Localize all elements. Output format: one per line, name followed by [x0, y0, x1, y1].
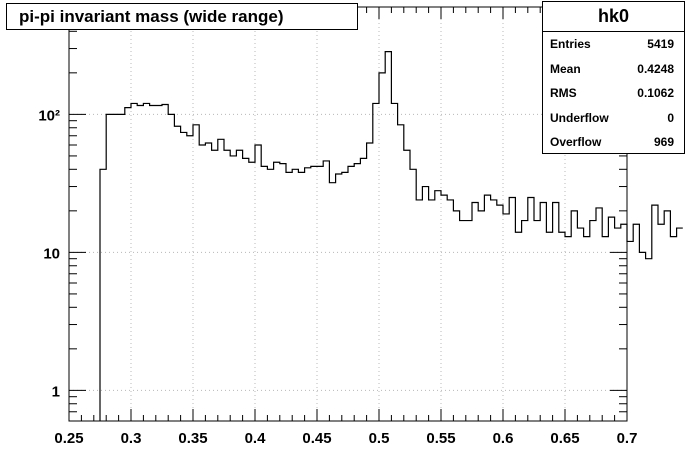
stats-value: 0 — [667, 110, 674, 125]
stats-row-rms: RMS 0.1062 — [543, 81, 684, 106]
stats-row-entries: Entries 5419 — [543, 32, 684, 57]
stats-box: hk0 Entries 5419 Mean 0.4248 RMS 0.1062 … — [542, 1, 685, 154]
stats-row-overflow: Overflow 969 — [543, 130, 684, 155]
stats-label: Underflow — [550, 110, 609, 125]
histogram-line — [99, 51, 683, 421]
stats-label: Mean — [550, 61, 581, 76]
stats-label: RMS — [550, 86, 577, 101]
x-tick-label: 0.25 — [54, 430, 83, 447]
y-tick-label: 10² — [38, 107, 60, 124]
stats-label: Overflow — [550, 135, 602, 150]
x-tick-label: 0.45 — [302, 430, 331, 447]
stats-row-underflow: Underflow 0 — [543, 106, 684, 131]
x-tick-label: 0.6 — [493, 430, 514, 447]
y-tick-label: 1 — [52, 383, 60, 400]
stats-value: 0.1062 — [637, 86, 674, 101]
stats-value: 969 — [653, 135, 674, 150]
stats-value: 0.4248 — [637, 61, 674, 76]
x-tick-label: 0.65 — [550, 430, 579, 447]
y-axis: 1 10 10² — [38, 6, 627, 422]
x-tick-label: 0.5 — [369, 430, 390, 447]
stats-label: Entries — [550, 37, 591, 51]
chart-title-box: pi-pi invariant mass (wide range) — [6, 3, 358, 30]
x-tick-label: 0.3 — [121, 430, 142, 447]
y-tick-label: 10 — [43, 245, 60, 262]
stats-value: 5419 — [647, 37, 674, 51]
x-tick-label: 0.55 — [426, 430, 455, 447]
x-tick-label: 0.35 — [178, 430, 207, 447]
x-tick-label: 0.4 — [245, 430, 267, 447]
grid-lines — [69, 7, 627, 421]
x-tick-label: 0.7 — [617, 430, 638, 447]
chart-title: pi-pi invariant mass (wide range) — [19, 7, 284, 26]
stats-histogram-name: hk0 — [543, 2, 684, 32]
stats-row-mean: Mean 0.4248 — [543, 57, 684, 82]
